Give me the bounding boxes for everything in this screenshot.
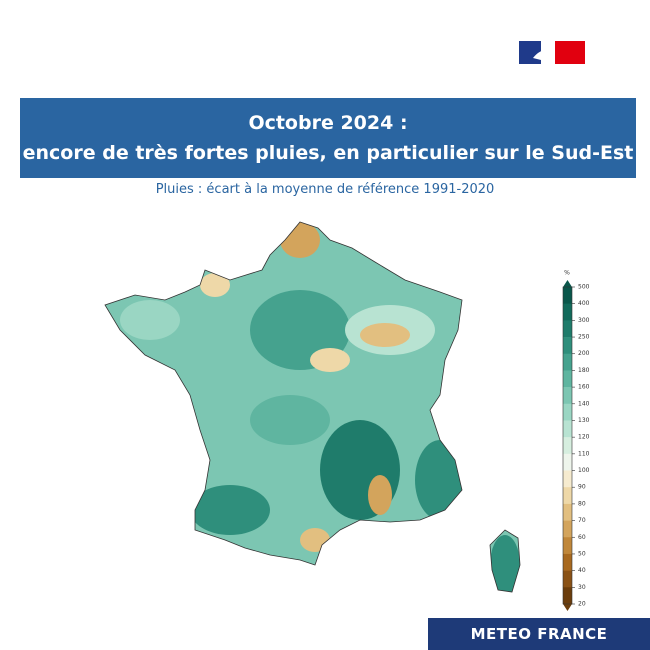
legend-swatch [563,353,572,371]
logo-flag [519,41,585,64]
brand: METEO FRANCE [428,618,650,650]
legend-tick-label: 100 [578,467,590,474]
legend-swatch [563,487,572,505]
title-line: encore de très fortes pluies, en particu… [22,142,634,164]
legend-arrow-bottom [563,604,572,611]
legend-tick-label: 30 [578,584,586,591]
legend-tick-label: 50 [578,550,586,557]
legend-swatch [563,337,572,355]
legend-swatch [563,503,572,521]
legend: % 500 400 300 250 200 180 160 140 130 120 110 100 90… [562,270,590,611]
legend-tick-label: 200 [578,350,590,357]
legend-tick-label: 300 [578,317,590,324]
legend-swatch [563,403,572,421]
title-banner: Octobre 2024 : encore de très fortes plu… [20,98,636,178]
rain-map [105,222,520,592]
legend-swatch [563,420,572,438]
legend-unit: % [564,270,570,277]
legend-tick-label: 120 [578,434,590,441]
legend-swatch [563,520,572,538]
legend-tick-label: 140 [578,400,590,407]
legend-frame [562,286,573,605]
legend-tick-label: 80 [578,500,586,507]
legend-tick-label: 70 [578,517,586,524]
legend-swatch [563,287,572,304]
legend-swatch [563,303,572,321]
legend-swatch [563,537,572,555]
legend-swatch [563,387,572,405]
legend-swatch [563,570,572,588]
legend-swatch [563,320,572,338]
legend-swatch [563,553,572,571]
legend-swatch [563,453,572,471]
legend-tick-label: 180 [578,367,590,374]
legend-tick-label: 250 [578,334,590,341]
subtitle: Pluies : écart à la moyenne de référence… [155,182,495,197]
title-line: Octobre 2024 : [248,112,408,134]
legend-tick-label: 40 [578,567,586,574]
legend-tick-label: 130 [578,417,590,424]
legend-tick-label: 60 [578,534,586,541]
legend-swatch [563,470,572,488]
legend-swatch [563,437,572,455]
legend-tick-label: 400 [578,300,590,307]
legend-tick-label: 110 [578,450,590,457]
legend-swatch [563,587,572,605]
legend-tick-label: 160 [578,384,590,391]
legend-swatch [563,370,572,388]
legend-tick-label: 500 [578,284,590,291]
legend-arrow-top [563,280,572,287]
legend-tick-label: 20 [578,601,586,608]
legend-tick-label: 90 [578,484,586,491]
